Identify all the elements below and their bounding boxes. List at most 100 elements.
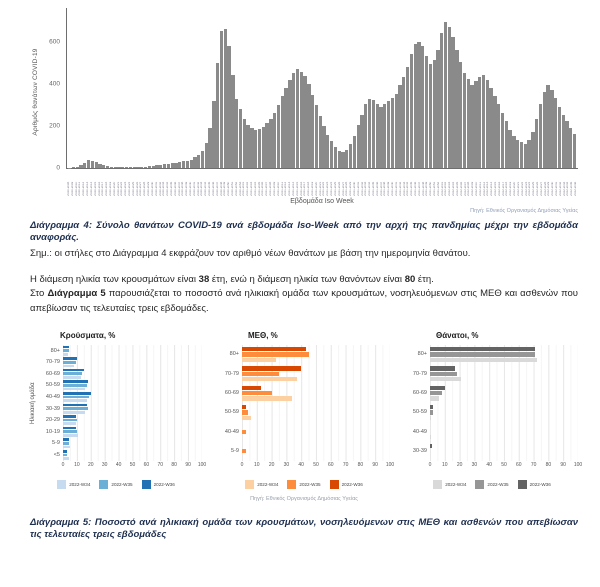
weekly-x-tick: 2021-W50	[429, 181, 433, 196]
age-chart-x-tick: 100	[385, 461, 395, 468]
weekly-bar	[405, 66, 410, 168]
weekly-x-tick: 2020-W35	[169, 181, 173, 196]
age-bar	[63, 457, 69, 460]
weekly-bar	[546, 85, 550, 168]
weekly-x-tick: 2020-W18	[105, 181, 109, 196]
age-bar	[430, 415, 432, 421]
weekly-x-tick: 2022-W21	[516, 181, 520, 196]
weekly-bar	[197, 154, 201, 168]
weekly-x-tick: 2021-W19	[311, 181, 314, 196]
deaths-age-chart: Θάνατοι, % 80+ 70-79 60-69 50-59 40-49 30-39 …	[406, 331, 582, 502]
weekly-bar	[481, 74, 486, 168]
age-chart-x-tick: 40	[298, 461, 304, 468]
weekly-bar	[390, 98, 395, 168]
weekly-bar	[246, 124, 250, 168]
legend-item: 2022-W36	[329, 479, 363, 489]
weekly-bar	[557, 106, 562, 168]
legend-label: 2022-W36	[529, 481, 551, 487]
age-bar	[242, 396, 293, 401]
age-bar	[63, 430, 77, 434]
weekly-x-tick: 2021-W04	[253, 181, 257, 196]
weekly-x-tick: 2022-W05	[455, 181, 459, 196]
age-chart-x-tick: 40	[486, 461, 492, 468]
weekly-bar	[295, 69, 300, 168]
weekly-x-tick: 2022-W09	[471, 181, 475, 196]
weekly-x-tick: 2022-W10	[474, 181, 478, 196]
age-bar	[63, 352, 68, 356]
weekly-x-tick: 2021-W08	[269, 181, 273, 196]
weekly-x-tick: 2021-W25	[333, 181, 337, 196]
weekly-x-tick: 2020-W41	[192, 181, 196, 196]
legend-label: 2022-W35	[111, 481, 133, 487]
weekly-bar	[265, 123, 269, 168]
age-chart-x-tick: 20	[456, 461, 463, 468]
weekly-bar	[337, 150, 341, 168]
weekly-bar	[322, 126, 326, 168]
age-group-label: 80+	[229, 351, 239, 358]
deaths-chart-legend: 2022-W34 2022-W35 2022-W36	[406, 479, 578, 489]
weekly-bar	[348, 144, 353, 168]
age-chart-x-tick: 80	[545, 461, 552, 468]
age-bar	[63, 380, 89, 384]
weekly-x-tick: 2020-W47	[215, 181, 219, 196]
weekly-x-tick: 2020-W24	[128, 181, 131, 196]
age-group-row	[430, 364, 578, 383]
weekly-bar	[497, 104, 501, 168]
age-bar	[63, 357, 77, 360]
weekly-bar	[155, 165, 159, 168]
age-chart-x-tick: 90	[372, 461, 378, 468]
figure5-intro-sentence: Στο Διάγραμμα 5 παρουσιάζεται το ποσοστό…	[30, 288, 578, 314]
weekly-bar	[128, 167, 133, 168]
legend-item: 2022-W34	[57, 479, 90, 489]
weekly-bar	[178, 162, 182, 168]
age-chart-x-tick: 0	[240, 461, 244, 468]
weekly-bar	[550, 89, 554, 168]
weekly-bar	[189, 159, 193, 168]
figure5-caption: Διάγραμμα 5: Ποσοστό ανά ηλικιακή ομάδα …	[30, 516, 578, 541]
legend-swatch	[141, 479, 151, 489]
age-group-row	[63, 438, 202, 450]
weekly-x-tick: 2021-W10	[276, 181, 280, 196]
age-bar	[63, 453, 68, 457]
weekly-bar	[440, 33, 444, 168]
weekly-bar	[94, 162, 98, 168]
weekly-x-tick: 2021-W03	[250, 181, 253, 196]
age-bar	[242, 371, 279, 376]
weekly-x-tick: 2020-W29	[147, 181, 151, 196]
age-bar	[63, 372, 83, 376]
weekly-x-tick: 2022-W14	[490, 181, 494, 196]
age-group-label: 50-59	[45, 382, 60, 389]
deaths-age-labels: 80+ 70-79 60-69 50-59 40-49 30-39	[406, 345, 430, 461]
weekly-bar	[231, 75, 235, 168]
age-group-label: 60-69	[224, 390, 239, 397]
age-group-row	[63, 414, 202, 426]
weekly-bar	[223, 29, 227, 168]
weekly-x-tick: 2021-W20	[314, 181, 318, 196]
weekly-bar	[280, 96, 284, 168]
median-age-sentence: Η διάμεση ηλικία των κρουσμάτων είναι 38…	[30, 274, 434, 286]
weekly-x-tick: 2021-W14	[291, 181, 295, 196]
weekly-x-tick: 2021-W35	[372, 181, 375, 196]
age-group-label: 30-39	[412, 448, 427, 455]
legend-item: 2022-W34	[245, 479, 278, 489]
age-bar	[63, 364, 75, 368]
age-group-row	[63, 391, 202, 403]
weekly-bar	[424, 56, 429, 168]
age-group-row	[63, 380, 202, 392]
age-bar	[242, 352, 309, 357]
weekly-bar	[143, 166, 148, 168]
age-axis-title: Ηλικιακή ομάδα	[30, 382, 36, 424]
age-bar	[63, 395, 90, 399]
age-group-row	[430, 441, 578, 460]
weekly-bar	[235, 98, 239, 168]
weekly-bar	[200, 150, 205, 168]
weekly-bar	[535, 119, 539, 168]
weekly-bar	[261, 126, 265, 168]
weekly-x-tick: 2021-W45	[410, 181, 414, 196]
weekly-chart-y-axis-title: Αριθμός θανάτων COVID-19	[32, 48, 39, 136]
weekly-x-tick: 2022-W30	[551, 181, 555, 196]
age-chart-x-tick: 70	[157, 461, 164, 468]
deaths-chart-plot	[430, 344, 578, 461]
weekly-bar	[402, 77, 406, 168]
weekly-x-tick: 2020-W23	[124, 181, 128, 196]
